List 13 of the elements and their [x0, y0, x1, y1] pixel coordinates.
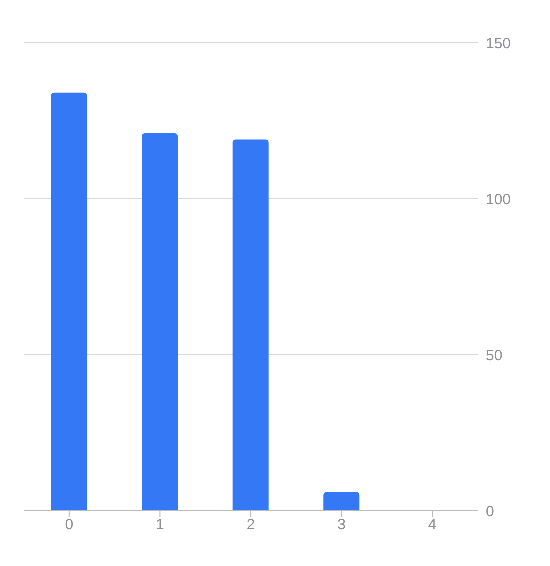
x-tick-label: 1 — [156, 516, 164, 534]
x-tick-label: 2 — [246, 516, 256, 534]
bar — [324, 492, 360, 511]
bar — [142, 133, 178, 511]
y-tick-label: 100 — [486, 191, 512, 208]
y-tick-label: 150 — [486, 35, 512, 52]
x-tick-label: 4 — [428, 516, 437, 534]
y-tick-label: 0 — [486, 503, 494, 520]
bar — [51, 92, 88, 511]
x-tick-label: 0 — [65, 516, 74, 534]
y-tick-label: 50 — [486, 347, 503, 364]
x-tick-label: 3 — [338, 516, 346, 534]
bar — [232, 140, 269, 511]
